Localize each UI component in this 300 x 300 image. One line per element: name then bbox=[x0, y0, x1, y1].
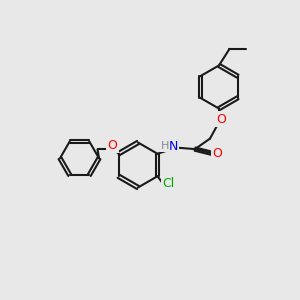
Text: N: N bbox=[169, 140, 178, 153]
Text: O: O bbox=[108, 139, 118, 152]
Text: O: O bbox=[217, 112, 226, 126]
Text: O: O bbox=[213, 147, 222, 160]
Text: H: H bbox=[161, 141, 169, 151]
Text: Cl: Cl bbox=[162, 177, 174, 190]
